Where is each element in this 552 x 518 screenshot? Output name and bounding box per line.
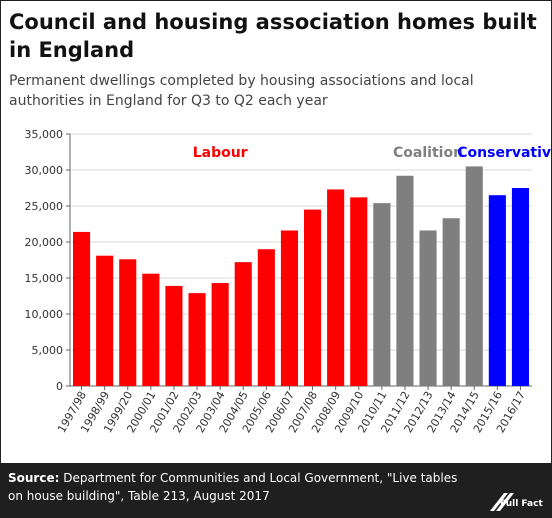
bar [73, 231, 91, 386]
bar [142, 273, 160, 386]
chart-title: Council and housing association homes bu… [9, 10, 537, 62]
source-text: Department for Communities and Local Gov… [8, 471, 458, 503]
y-tick-label: 15,000 [25, 272, 64, 285]
y-tick-label: 25,000 [25, 200, 64, 213]
bar [327, 189, 345, 386]
bar [188, 293, 206, 386]
y-tick-label: 0 [56, 380, 63, 393]
y-tick-label: 35,000 [25, 128, 64, 141]
footer: Source: Department for Communities and L… [0, 463, 552, 518]
logo-text: Full Fact [500, 499, 543, 509]
bar [396, 175, 414, 386]
y-tick-label: 30,000 [25, 164, 64, 177]
source-label: Source: [8, 471, 60, 485]
bar [442, 218, 460, 386]
bar [488, 195, 506, 386]
full-fact-logo-icon [490, 493, 514, 511]
bar [350, 197, 368, 386]
bar [257, 249, 275, 386]
y-tick-label: 20,000 [25, 236, 64, 249]
bar [211, 283, 229, 386]
source-note: Source: Department for Communities and L… [8, 469, 468, 505]
y-tick-label: 5,000 [32, 344, 64, 357]
bar [373, 203, 391, 386]
bar [234, 262, 252, 386]
bar [304, 209, 322, 386]
group-annotation: Coalition [393, 145, 463, 161]
chart-subtitle: Permanent dwellings completed by housing… [9, 73, 474, 109]
bar [465, 166, 483, 386]
bar [511, 188, 529, 386]
bar [419, 230, 437, 386]
bar [96, 255, 114, 386]
bar [119, 259, 137, 386]
y-tick-label: 10,000 [25, 308, 64, 321]
group-annotation: Conservative [457, 145, 552, 161]
bar-chart: 0 5,000 10,000 15,000 20,000 25,000 30,000 35,0… [25, 128, 552, 435]
bar [165, 285, 183, 386]
group-annotation: Labour [193, 145, 248, 161]
bar [280, 230, 298, 386]
